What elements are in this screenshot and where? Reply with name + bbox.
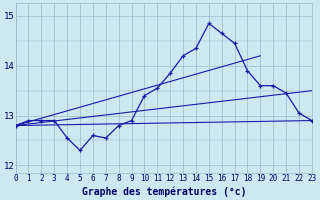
X-axis label: Graphe des températures (°c): Graphe des températures (°c): [82, 186, 246, 197]
